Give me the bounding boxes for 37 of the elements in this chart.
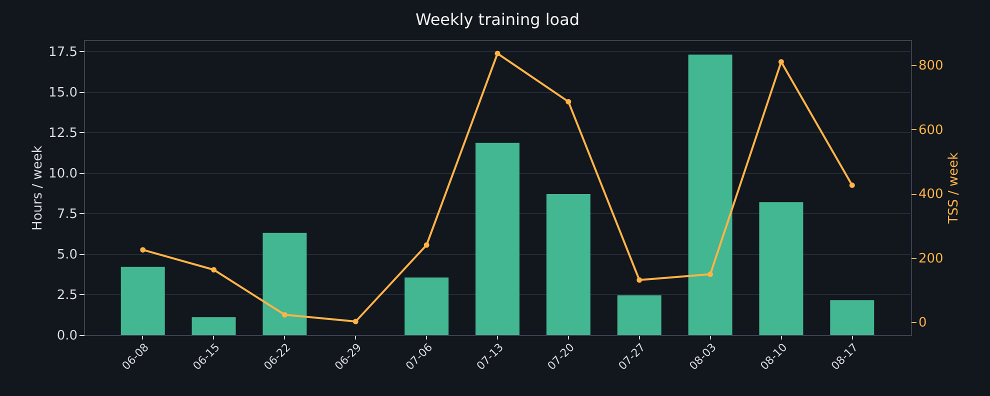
- y-axis-title: Hours / week: [30, 145, 46, 230]
- bar: [120, 266, 165, 335]
- bar: [759, 202, 804, 335]
- y2-tick-label: 0: [918, 316, 927, 331]
- y-tick-label: 7.5: [56, 206, 78, 222]
- bar: [192, 317, 236, 335]
- y-tick-label: 0.0: [56, 328, 78, 344]
- y-tick-label: 12.5: [48, 126, 78, 141]
- y2-tick-label: 600: [918, 122, 944, 138]
- bar: [404, 277, 449, 335]
- y-tick-label: 10.0: [48, 166, 78, 182]
- bar: [688, 54, 732, 335]
- bar: [476, 142, 520, 335]
- y-tick-label: 2.5: [56, 288, 78, 303]
- point: [352, 318, 358, 324]
- chart-title: Weekly training load: [415, 10, 580, 29]
- y-tick-label: 5.0: [56, 247, 78, 262]
- y2-tick-label: 200: [918, 251, 944, 266]
- point: [849, 182, 855, 188]
- point: [566, 98, 572, 104]
- y2-tick-label: 800: [918, 58, 944, 74]
- point: [282, 312, 288, 318]
- point: [778, 59, 784, 65]
- y-tick-label: 15.0: [48, 85, 78, 100]
- y-tick-label: 17.5: [48, 44, 78, 60]
- point: [636, 277, 642, 283]
- point: [494, 50, 500, 56]
- point: [140, 247, 146, 253]
- bar: [830, 300, 874, 335]
- bar: [617, 295, 662, 335]
- bar: [262, 232, 307, 335]
- bar: [546, 194, 590, 335]
- point: [424, 242, 430, 248]
- y2-tick-label: 400: [918, 187, 944, 202]
- point: [211, 267, 217, 272]
- y2-axis-title: TSS / week: [946, 152, 962, 225]
- point: [708, 272, 714, 277]
